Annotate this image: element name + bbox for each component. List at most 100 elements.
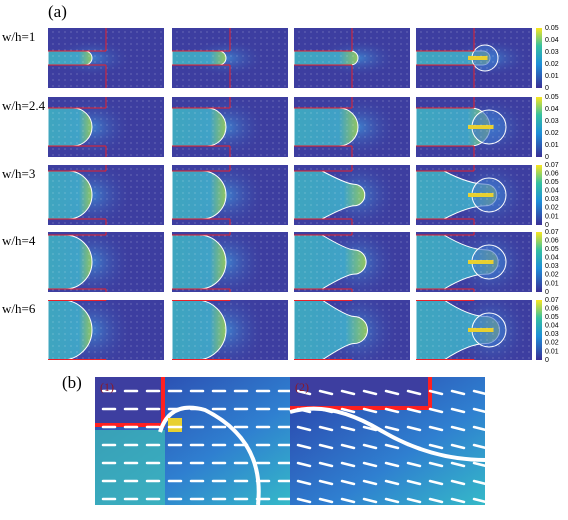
flow-panel: [416, 232, 532, 292]
colorbar-tick-label: 0: [545, 357, 549, 364]
colorbar-tick-label: 0.04: [545, 323, 559, 330]
colorbar-tick-label: 0.01: [545, 73, 559, 80]
velocity-arrow: [472, 425, 488, 432]
velocity-arrow: [450, 497, 466, 504]
velocity-arrow: [406, 407, 422, 414]
wall: [416, 300, 475, 360]
velocity-arrow: [384, 479, 400, 486]
colorbar-tick-label: 0.05: [545, 179, 559, 186]
velocity-arrow: [428, 389, 444, 396]
row-label: w/h=3: [2, 166, 35, 181]
colorbar: [536, 232, 542, 292]
row-label: w/h=2.4: [2, 98, 46, 113]
velocity-arrow: [318, 389, 334, 396]
colorbar-tick-label: 0: [545, 289, 549, 296]
velocity-arrow: [450, 389, 466, 396]
flow-panel: [48, 300, 164, 360]
wall: [294, 28, 353, 88]
colorbar-tick-label: 0.06: [545, 170, 559, 177]
colorbar: [536, 300, 542, 360]
flow-panel: [416, 97, 532, 157]
colorbar-tick-label: 0.03: [545, 118, 559, 125]
colorbar-tick-label: 0.02: [545, 272, 559, 279]
hotspot: [168, 418, 182, 432]
flow-panel: [172, 28, 288, 88]
wall: [416, 28, 475, 88]
colorbar-tick-label: 0.01: [545, 213, 559, 220]
velocity-arrow: [340, 497, 356, 504]
velocity-arrow: [428, 443, 444, 450]
colorbar-tick-label: 0.03: [545, 331, 559, 338]
velocity-arrow: [318, 443, 334, 450]
droplet: [294, 234, 367, 290]
velocity-arrow: [362, 461, 378, 468]
velocity-arrow: [362, 407, 378, 414]
wall: [172, 165, 231, 225]
velocity-arrow: [362, 425, 378, 432]
droplet: [172, 107, 227, 147]
colorbar-tick-label: 0.03: [545, 49, 559, 56]
velocity-arrow: [296, 389, 312, 396]
velocity-arrow: [406, 389, 422, 396]
wall: [294, 165, 353, 225]
velocity-arrow: [384, 461, 400, 468]
velocity-arrow: [450, 407, 466, 414]
colorbar-tick-label: 0.05: [545, 94, 559, 101]
colorbar-tick-label: 0.06: [545, 305, 559, 312]
velocity-arrow: [406, 479, 422, 486]
colorbar-tick-label: 0.04: [545, 37, 559, 44]
jet: [468, 193, 494, 197]
velocity-arrow: [384, 407, 400, 414]
jet: [468, 125, 494, 129]
wall: [172, 232, 231, 292]
flow-panel: [294, 28, 410, 88]
velocity-arrow: [472, 461, 488, 468]
velocity-arrow: [340, 461, 356, 468]
colorbar-tick-label: 0.05: [545, 25, 559, 32]
colorbar: [536, 165, 542, 225]
flow-panel: [48, 28, 164, 88]
velocity-arrow: [384, 389, 400, 396]
velocity-arrow: [362, 389, 378, 396]
wall: [172, 300, 231, 360]
droplet: [172, 300, 227, 360]
colorbar-tick-label: 0.02: [545, 340, 559, 347]
velocity-arrow: [318, 497, 334, 504]
wall: [48, 97, 107, 157]
panel-label: (b): [62, 373, 82, 392]
inset-wall-region: [290, 377, 430, 408]
colorbar: [536, 97, 542, 157]
colorbar-tick-label: 0.07: [545, 229, 559, 236]
colorbar-tick-label: 0: [545, 222, 549, 229]
velocity-arrow: [428, 497, 444, 504]
flow-panel: [294, 97, 410, 157]
velocity-arrow: [384, 443, 400, 450]
wall: [172, 28, 231, 88]
velocity-arrow: [296, 443, 312, 450]
velocity-arrow: [340, 443, 356, 450]
velocity-arrow: [296, 461, 312, 468]
flow-panel: [172, 300, 288, 360]
flow-panel: [294, 232, 410, 292]
colorbar-tick-label: 0.05: [545, 246, 559, 253]
velocity-arrow: [318, 425, 334, 432]
velocity-arrow: [472, 389, 488, 396]
colorbar-tick-label: 0.01: [545, 280, 559, 287]
colorbar-tick-label: 0.02: [545, 205, 559, 212]
flow-panel: [416, 165, 532, 225]
velocity-arrow: [428, 407, 444, 414]
velocity-arrow: [406, 497, 422, 504]
inset-label: (1): [100, 380, 114, 394]
droplet: [294, 170, 366, 220]
wall: [48, 165, 107, 225]
velocity-arrow: [362, 479, 378, 486]
velocity-arrow: [340, 407, 356, 414]
wall: [416, 232, 475, 292]
velocity-arrow: [472, 407, 488, 414]
colorbar-tick-label: 0.01: [545, 142, 559, 149]
row-label: w/h=4: [2, 233, 36, 248]
colorbar-tick-label: 0.02: [545, 61, 559, 68]
droplet: [294, 300, 368, 360]
velocity-arrow: [362, 443, 378, 450]
velocity-arrow: [296, 407, 312, 414]
